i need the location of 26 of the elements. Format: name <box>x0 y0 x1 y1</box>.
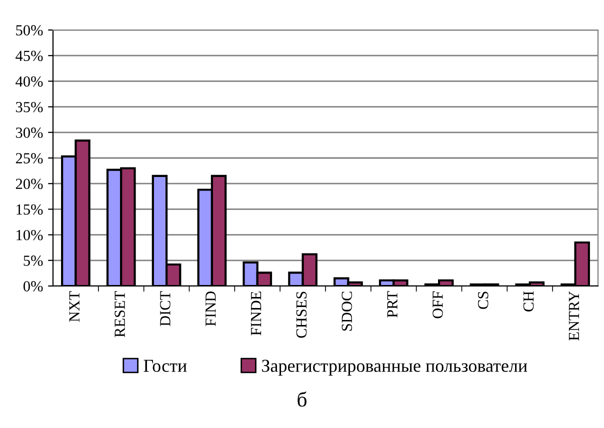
x-tick-label: DICT <box>160 291 170 326</box>
legend-label: Зарегистрированные пользователи <box>262 360 528 376</box>
x-tick-label: CHSES <box>296 292 307 338</box>
x-tick-label: FINDE <box>251 292 262 336</box>
x-tick-label: PRT <box>387 291 398 318</box>
y-tick-label: 20% <box>16 178 43 190</box>
x-tick-label: SDOC <box>342 292 352 331</box>
x-tick-label: ENTRY <box>568 291 579 340</box>
y-tick-label: 45% <box>16 50 43 62</box>
x-tick-label: OFF <box>432 291 443 318</box>
x-tick-label: NXT <box>69 291 80 322</box>
x-tick-label: RESET <box>114 291 125 338</box>
y-tick-label: 25% <box>16 153 43 164</box>
y-tick-label: 10% <box>16 230 43 240</box>
y-tick-label: 15% <box>16 204 43 215</box>
x-tick-label: CH <box>523 291 534 312</box>
y-tick-label: 5% <box>24 256 43 266</box>
y-tick-label: 0% <box>23 281 43 292</box>
y-tick-label: 30% <box>16 128 43 138</box>
x-tick-label: FIND <box>206 291 216 326</box>
y-tick-label: 40% <box>16 76 43 87</box>
text: б <box>298 392 307 407</box>
legend-label: Гости <box>144 360 187 372</box>
y-tick-label: 50% <box>16 25 43 36</box>
x-tick-label: CS <box>478 292 488 309</box>
y-tick-label: 35% <box>16 102 43 112</box>
